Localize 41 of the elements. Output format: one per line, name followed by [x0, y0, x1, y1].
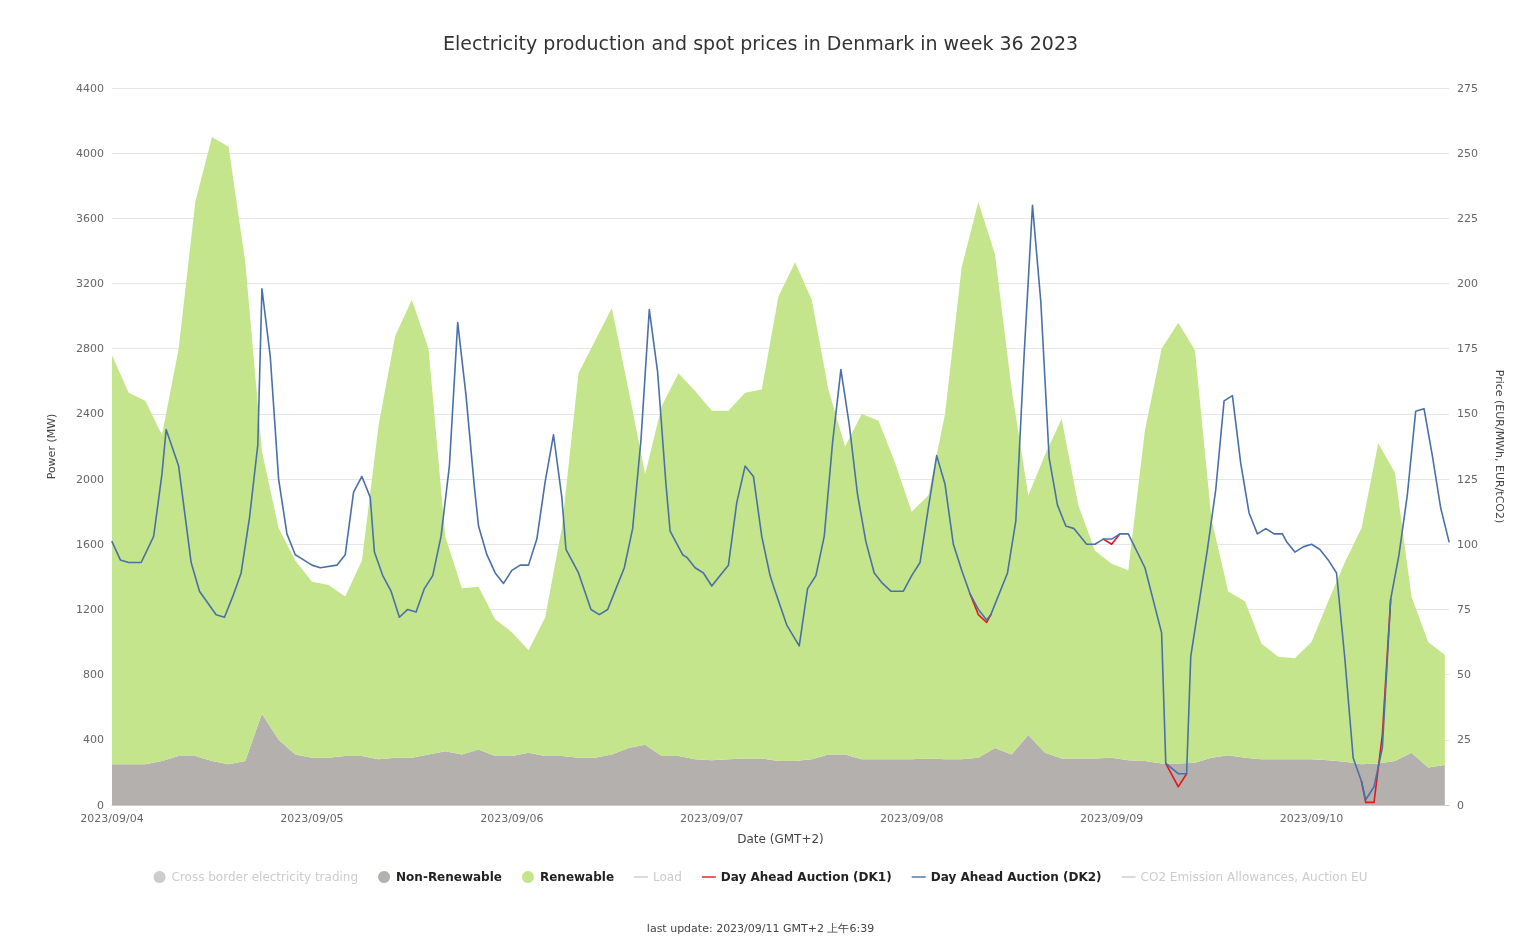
x-tick-label: 2023/09/05 — [280, 812, 344, 825]
line-series — [111, 204, 1450, 801]
y2-tick-label: 275 — [1457, 81, 1478, 95]
y-axis-title: Power (MW) — [45, 413, 58, 480]
y-tick-label: 2800 — [76, 342, 104, 356]
y-tick-label: 2000 — [76, 472, 104, 486]
y-tick-label: 1600 — [76, 537, 104, 551]
legend-label: Day Ahead Auction (DK2) — [930, 870, 1102, 884]
x-tick-label: 2023/09/09 — [1079, 812, 1144, 825]
y2-tick-label: 150 — [1457, 407, 1478, 421]
x-tick-label: 2023/09/06 — [480, 812, 544, 825]
x-tick-label: 2023/09/10 — [1279, 812, 1344, 825]
y-tick-label: 3200 — [76, 277, 104, 291]
y2-tick-label: 100 — [1457, 537, 1478, 551]
x-tick-label: 2023/09/04 — [80, 812, 144, 825]
y2-tick-label: 225 — [1457, 211, 1478, 225]
y2-tick-label: 175 — [1457, 342, 1478, 356]
y2-tick-label: 200 — [1457, 277, 1478, 291]
y2-axis-title: Price (EUR/MWh, EUR/tCO2) — [1493, 369, 1506, 524]
x-axis-title: Date (GMT+2) — [737, 832, 824, 846]
y2-tick-label: 125 — [1457, 472, 1478, 486]
legend-label: Day Ahead Auction (DK1) — [720, 870, 892, 884]
y-tick-label: 4400 — [76, 81, 104, 95]
legend-label: Non-Renewable — [396, 870, 502, 884]
text: last update: 2023/09/11 GMT+2 上午6:39 — [646, 922, 875, 935]
y2-tick-label: 0 — [1457, 798, 1464, 812]
y2-tick-label: 75 — [1457, 602, 1471, 616]
y-tick-label: 1200 — [76, 602, 104, 616]
y-tick-label: 0 — [97, 798, 104, 812]
y-tick-label: 400 — [83, 733, 104, 747]
y2-tick-label: 25 — [1457, 733, 1471, 747]
y2-tick-label: 250 — [1457, 146, 1478, 160]
y-tick-label: 800 — [83, 668, 104, 682]
y2-tick-label: 50 — [1457, 668, 1471, 682]
y-tick-label: 2400 — [76, 407, 104, 421]
y-tick-label: 4000 — [76, 146, 104, 160]
chart-title: Electricity production and spot prices in Denmark in week 36 2023 — [442, 31, 1079, 54]
legend-label: Renewable — [539, 870, 615, 884]
x-tick-label: 2023/09/07 — [680, 812, 744, 825]
y-tick-label: 3600 — [76, 211, 104, 225]
x-tick-label: 2023/09/08 — [880, 812, 944, 825]
